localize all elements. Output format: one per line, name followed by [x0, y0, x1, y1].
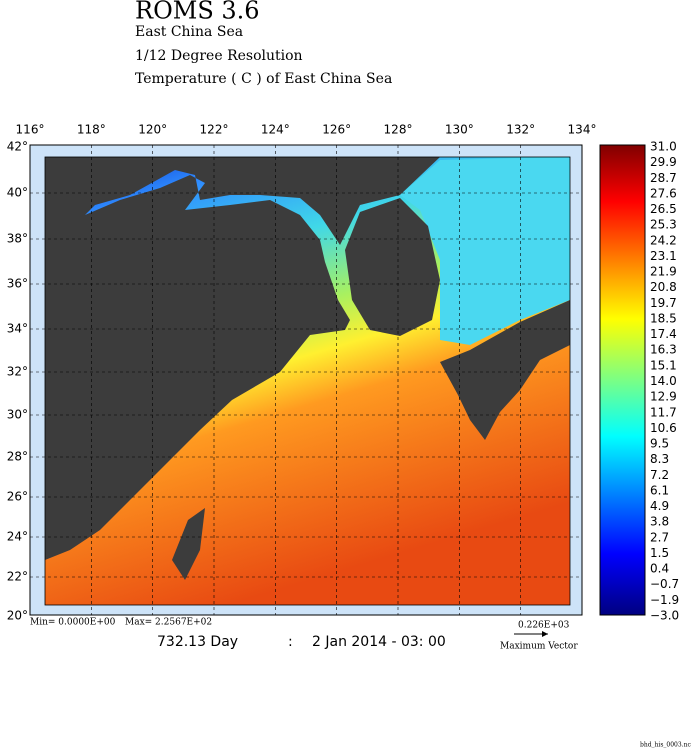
colorbar: [599, 144, 646, 616]
lon-label: 120°: [138, 123, 167, 137]
lon-label: 128°: [384, 123, 413, 137]
colorbar-label: 19.7: [650, 296, 677, 310]
colorbar-label: 8.3: [650, 452, 669, 466]
colorbar-label: 1.5: [650, 546, 669, 560]
min-label: Min= 0.0000E+00: [30, 618, 116, 628]
lat-label: 32°: [7, 365, 28, 379]
subtitle: East China Sea: [135, 24, 243, 40]
colorbar-label: 21.9: [650, 265, 677, 279]
colorbar-label: 12.9: [650, 390, 677, 404]
colorbar-label: 14.0: [650, 374, 677, 388]
lat-label: 22°: [7, 570, 28, 584]
data-frame: [44, 156, 571, 606]
colorbar-label: 3.8: [650, 515, 669, 529]
title: ROMS 3.6: [135, 0, 260, 25]
colorbar-label: −1.9: [650, 593, 679, 607]
vector-scale: 0.226E+03: [518, 621, 570, 631]
lon-label: 118°: [77, 123, 106, 137]
colorbar-label: 26.5: [650, 202, 677, 216]
subtitle: 1/12 Degree Resolution: [135, 48, 303, 64]
colorbar-label: 10.6: [650, 421, 677, 435]
lat-label: 38°: [7, 232, 28, 246]
colorbar-label: 25.3: [650, 218, 677, 232]
lat-label: 26°: [7, 490, 28, 504]
colorbar-label: 24.2: [650, 233, 677, 247]
map: [29, 144, 583, 616]
colorbar-label: −3.0: [650, 609, 679, 623]
lon-label: 122°: [200, 123, 229, 137]
colorbar-label: 2.7: [650, 530, 669, 544]
lat-label: 24°: [7, 530, 28, 544]
separator: :: [288, 634, 293, 650]
japan: [440, 300, 570, 440]
colorbar-label: 4.9: [650, 499, 669, 513]
colorbar-label: 27.6: [650, 186, 677, 200]
lat-label: 34°: [7, 322, 28, 336]
subtitle: Temperature ( C ) of East China Sea: [135, 71, 392, 87]
lon-label: 134°: [568, 123, 597, 137]
file-label: bhd_his_0003.nc: [640, 742, 691, 749]
lon-label: 132°: [506, 123, 535, 137]
colorbar-label: 6.1: [650, 483, 669, 497]
vector-arrowhead: [542, 631, 548, 637]
max-label: Max= 2.2567E+02: [125, 618, 212, 628]
lat-label: 28°: [7, 450, 28, 464]
colorbar-label: 31.0: [650, 140, 677, 154]
lon-label: 130°: [445, 123, 474, 137]
ocean: [45, 157, 570, 605]
lon-label: 124°: [261, 123, 290, 137]
lat-label: 42°: [7, 140, 28, 154]
colorbar-label: 18.5: [650, 311, 677, 325]
colorbar-label: 28.7: [650, 171, 677, 185]
colorbar-label: 29.9: [650, 155, 677, 169]
colorbar-label: 0.4: [650, 562, 669, 576]
lat-label: 30°: [7, 408, 28, 422]
colorbar-label: 16.3: [650, 343, 677, 357]
korea: [345, 198, 440, 336]
day-label: 732.13 Day: [157, 634, 238, 650]
colorbar-label: 15.1: [650, 358, 677, 372]
taiwan: [172, 508, 205, 580]
lat-label: 36°: [7, 277, 28, 291]
lon-label: 126°: [322, 123, 351, 137]
graticule: [30, 145, 582, 615]
date-label: 2 Jan 2014 - 03: 00: [312, 634, 446, 650]
colorbar-label: 9.5: [650, 437, 669, 451]
colorbar-label: 11.7: [650, 405, 677, 419]
colorbar-label: 17.4: [650, 327, 677, 341]
japan-sea: [400, 157, 570, 345]
colorbar-label: −0.7: [650, 577, 679, 591]
vector-label: Maximum Vector: [500, 642, 578, 652]
colorbar-label: 20.8: [650, 280, 677, 294]
lon-label: 116°: [16, 123, 45, 137]
colorbar-label: 23.1: [650, 249, 677, 263]
colorbar-label: 7.2: [650, 468, 669, 482]
lat-label: 40°: [7, 186, 28, 200]
lat-label: 20°: [7, 609, 28, 623]
